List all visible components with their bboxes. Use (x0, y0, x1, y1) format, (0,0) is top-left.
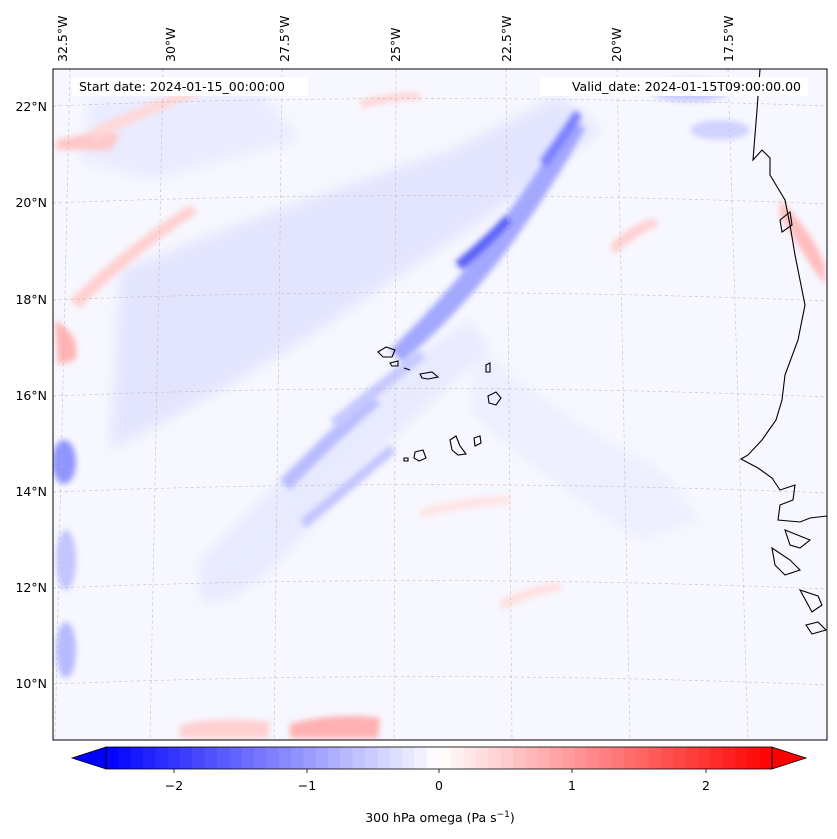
colorbar-swatch (340, 747, 354, 769)
colorbar-max-extend (771, 746, 808, 770)
colorbar-gradient (106, 747, 773, 769)
colorbar-swatch (426, 747, 440, 769)
lat-label-10n: 10°N (15, 676, 47, 691)
lon-label-25w: 25°W (388, 27, 403, 62)
colorbar-swatch (204, 747, 218, 769)
colorbar-swatch (143, 747, 156, 769)
colorbar-swatch (365, 747, 378, 769)
colorbar-swatch (550, 747, 563, 769)
colorbar-swatch (747, 747, 761, 769)
colorbar-swatch (698, 747, 711, 769)
colorbar-swatch (352, 747, 366, 769)
lat-label-14n: 14°N (15, 484, 47, 499)
colorbar-swatch (513, 747, 526, 769)
colorbar-ticks (173, 769, 707, 773)
colorbar-swatch (389, 747, 403, 769)
colorbar-swatch (537, 747, 551, 769)
colorbar-swatch (488, 747, 502, 769)
colorbar-tick-label: 2 (702, 778, 710, 793)
colorbar-swatch (574, 747, 588, 769)
colorbar-swatch (463, 747, 477, 769)
colorbar-swatch (661, 747, 674, 769)
colorbar-swatch (648, 747, 662, 769)
lon-label-32-5w: 32.5°W (55, 16, 70, 62)
colorbar-swatch (217, 747, 230, 769)
colorbar-tick-label: −2 (165, 778, 183, 793)
colorbar-swatch (303, 747, 317, 769)
colorbar-swatch (377, 747, 391, 769)
lon-label-27-5w: 27.5°W (277, 16, 292, 62)
latitude-labels: 22°N 20°N 18°N 16°N 14°N 12°N 10°N (15, 99, 47, 691)
colorbar-swatch (106, 747, 119, 769)
colorbar-swatch (476, 747, 489, 769)
coastline-africa (739, 69, 827, 635)
lat-label-20n: 20°N (15, 195, 47, 210)
cape-verde-islands (377, 346, 502, 462)
lat-label-22n: 22°N (15, 99, 47, 114)
colorbar-swatch (685, 747, 699, 769)
valid-date-label: Valid_date: 2024-01-15T09:00:00.00 (572, 79, 801, 94)
map-gridlines (53, 69, 827, 740)
lon-label-20w: 20°W (609, 27, 624, 62)
lat-label-16n: 16°N (15, 388, 47, 403)
colorbar-swatch (439, 747, 452, 769)
start-date-label: Start date: 2024-01-15_00:00:00 (79, 79, 285, 94)
colorbar-swatch (710, 747, 724, 769)
lat-label-18n: 18°N (15, 292, 47, 307)
longitude-labels: 32.5°W 30°W 27.5°W 25°W 22.5°W 20°W 17.5… (55, 16, 736, 62)
colorbar-swatch (229, 747, 243, 769)
map-panel[interactable]: Start date: 2024-01-15_00:00:00 Valid_da… (52, 69, 827, 740)
valid-date-box (540, 77, 808, 96)
colorbar-tick-label: 0 (435, 778, 443, 793)
colorbar-swatch (266, 747, 280, 769)
colorbar-tick-label: 1 (568, 778, 576, 793)
colorbar-swatch (599, 747, 613, 769)
colorbar-swatch (451, 747, 465, 769)
colorbar-swatch (562, 747, 576, 769)
colorbar-swatch (130, 747, 144, 769)
start-date-box (72, 77, 308, 96)
colorbar-swatch (673, 747, 687, 769)
colorbar-min-extend (70, 746, 107, 770)
map-frame (52, 68, 828, 741)
colorbar-swatch (525, 747, 539, 769)
colorbar-swatch (611, 747, 625, 769)
colorbar-swatch (192, 747, 206, 769)
colorbar-swatch (118, 747, 132, 769)
lon-label-30w: 30°W (163, 27, 178, 62)
colorbar-swatch (328, 747, 341, 769)
colorbar: −2 −1 0 1 2 300 hPa omega (Pa s−1) (70, 746, 808, 825)
colorbar-swatch (315, 747, 329, 769)
colorbar-swatch (180, 747, 193, 769)
colorbar-swatch (278, 747, 292, 769)
colorbar-swatch (155, 747, 169, 769)
colorbar-tick-label: −1 (298, 778, 316, 793)
colorbar-swatch (722, 747, 736, 769)
colorbar-swatch (167, 747, 181, 769)
colorbar-swatch (241, 747, 255, 769)
lon-label-17-5w: 17.5°W (721, 16, 736, 62)
colorbar-swatch (624, 747, 637, 769)
colorbar-swatch (291, 747, 304, 769)
colorbar-swatch (414, 747, 428, 769)
colorbar-swatch (254, 747, 267, 769)
colorbar-swatch (735, 747, 748, 769)
colorbar-swatch (759, 747, 773, 769)
colorbar-label: 300 hPa omega (Pa s−1) (365, 810, 515, 825)
colorbar-swatch (402, 747, 415, 769)
colorbar-swatch (587, 747, 600, 769)
colorbar-swatch (636, 747, 650, 769)
lat-label-12n: 12°N (15, 580, 47, 595)
lon-label-22-5w: 22.5°W (499, 16, 514, 62)
colorbar-swatch (500, 747, 514, 769)
